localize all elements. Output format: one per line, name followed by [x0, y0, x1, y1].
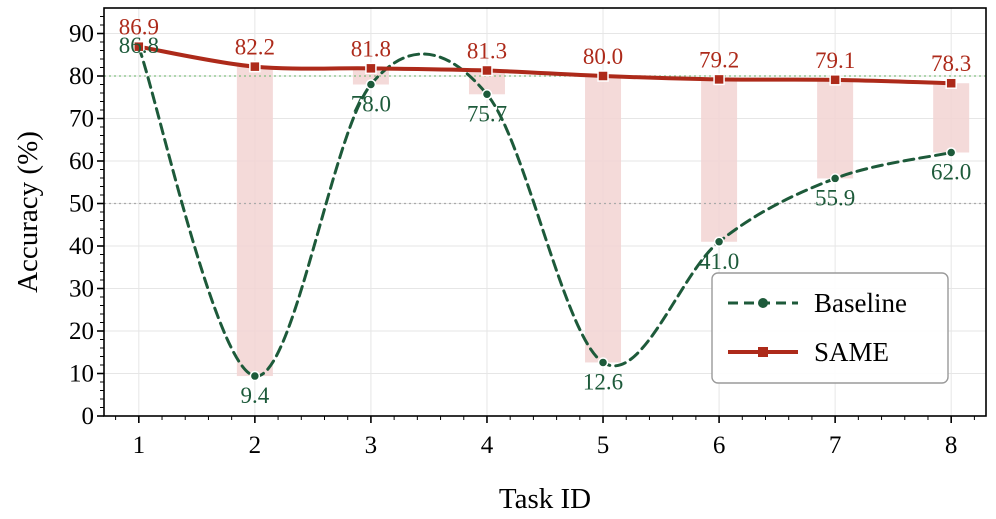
same-point — [481, 64, 493, 77]
y-tick-label: 80 — [69, 63, 94, 90]
baseline-data-label: 62.0 — [931, 160, 971, 185]
y-tick-label: 30 — [69, 276, 94, 303]
legend-marker-same — [758, 347, 768, 357]
baseline-point — [945, 147, 957, 158]
x-axis-title: Task ID — [499, 483, 591, 515]
gap-bar — [585, 76, 622, 363]
baseline-point — [597, 357, 609, 368]
baseline-data-label: 55.9 — [815, 185, 855, 210]
series-line-same — [136, 44, 954, 86]
same-point — [829, 74, 841, 86]
x-tick-label: 8 — [945, 432, 958, 459]
baseline-data-label: 12.6 — [583, 369, 623, 394]
same-point — [945, 77, 957, 89]
same-point — [249, 60, 261, 73]
same-data-label: 82.2 — [235, 35, 275, 60]
same-data-label: 78.3 — [931, 51, 971, 76]
baseline-data-label: 9.4 — [240, 383, 269, 408]
gap-bar — [817, 79, 854, 179]
legend-label-same: SAME — [814, 337, 889, 367]
gap-bar — [701, 79, 738, 242]
x-tick-label: 5 — [597, 432, 610, 459]
baseline-data-label: 75.7 — [467, 101, 507, 126]
x-tick-label: 1 — [133, 432, 146, 459]
same-data-label: 81.3 — [467, 38, 507, 63]
baseline-point — [365, 79, 377, 90]
same-point — [713, 73, 725, 86]
gap-bar — [236, 66, 273, 377]
legend-box — [711, 272, 949, 384]
y-tick-label: 40 — [69, 233, 94, 260]
series-line-baseline — [137, 45, 953, 378]
legend-label-baseline: Baseline — [814, 288, 907, 318]
y-tick-label: 20 — [69, 318, 94, 345]
baseline-point — [481, 89, 493, 100]
y-tick-label: 10 — [69, 361, 94, 388]
y-tick-label: 60 — [69, 148, 94, 175]
legend-marker-baseline — [758, 298, 768, 308]
same-data-label: 86.9 — [119, 15, 159, 40]
x-tick-label: 6 — [713, 432, 726, 459]
baseline-data-label: 86.8 — [119, 33, 159, 58]
baseline-data-label: 41.0 — [699, 249, 739, 274]
same-point — [597, 70, 609, 82]
baseline-data-label: 78.0 — [351, 92, 391, 117]
same-data-label: 79.1 — [815, 48, 855, 73]
baseline-point — [713, 236, 725, 247]
x-tick-label: 4 — [481, 432, 494, 459]
same-point — [365, 62, 377, 75]
baseline-point — [249, 370, 261, 382]
baseline-point — [829, 173, 841, 184]
y-tick-label: 90 — [69, 21, 94, 48]
y-tick-label: 50 — [69, 191, 94, 218]
y-axis-title: Accuracy (%) — [12, 131, 44, 293]
same-data-label: 79.2 — [699, 47, 739, 72]
gap-bar — [933, 83, 970, 153]
same-data-label: 80.0 — [583, 44, 623, 69]
same-point — [133, 40, 145, 53]
y-tick-label: 70 — [69, 106, 94, 133]
x-tick-label: 3 — [365, 432, 378, 459]
same-data-label: 81.8 — [351, 36, 391, 61]
y-tick-label: 0 — [82, 403, 95, 430]
x-tick-label: 2 — [249, 432, 262, 459]
x-tick-label: 7 — [829, 432, 842, 459]
